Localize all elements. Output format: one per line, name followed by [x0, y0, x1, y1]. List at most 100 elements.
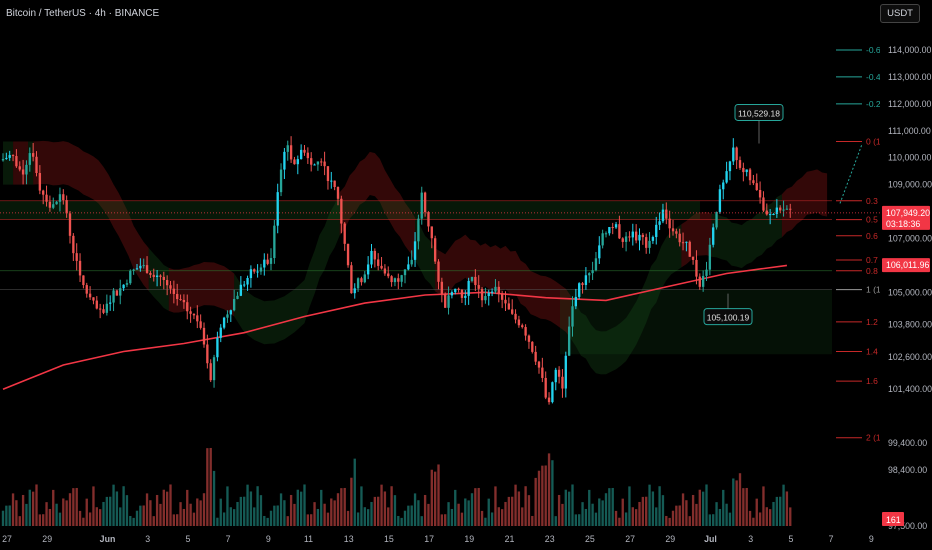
candle-up — [718, 189, 722, 212]
volume-bar — [742, 488, 745, 526]
volume-bar — [222, 512, 226, 526]
volume-bar — [243, 496, 246, 526]
volume-bar — [310, 514, 313, 526]
volume-bar — [253, 507, 256, 526]
candle-down — [253, 269, 256, 272]
volume-bar — [92, 486, 95, 526]
fib-label: 0.7 — [866, 255, 878, 265]
volume-bar — [567, 491, 571, 526]
time-axis[interactable]: 27 29 Jun 3 5 7 9 11 13 15 17 19 21 23 25 27 29 Jul 3 5 7 9 — [2, 534, 874, 544]
candle-down — [444, 293, 447, 308]
candle-up — [263, 259, 266, 268]
x-tick-label: 11 — [304, 534, 313, 544]
volume-bar — [430, 469, 433, 526]
volume-bar — [537, 470, 541, 526]
candle-down — [511, 309, 514, 314]
volume-bar — [196, 498, 199, 526]
candle-up — [470, 276, 474, 281]
candle-up — [243, 284, 246, 286]
candle-down — [11, 155, 15, 157]
candle-down — [507, 303, 511, 310]
candle-down — [98, 308, 102, 310]
volume-bar — [578, 514, 581, 526]
cloud-bearish — [339, 151, 416, 261]
candle-up — [222, 317, 226, 328]
candle-up — [370, 250, 373, 265]
candle-down — [688, 241, 691, 257]
volume-bar — [758, 512, 762, 526]
volume-bar — [718, 508, 722, 526]
candle-down — [350, 265, 353, 294]
candle-down — [387, 273, 390, 277]
volume-bar — [303, 484, 306, 526]
x-tick-label: 7 — [829, 534, 834, 544]
candle-down — [380, 265, 383, 269]
y-tick-label: 98,400.00 — [888, 465, 927, 475]
volume-bar — [685, 500, 688, 526]
volume-bar — [554, 516, 557, 526]
currency-button[interactable]: USDT — [880, 4, 920, 23]
candle-down — [373, 250, 377, 260]
candle-up — [407, 264, 410, 270]
volume-bar — [614, 510, 618, 526]
projection-line — [839, 144, 863, 204]
volume-bar — [413, 493, 417, 526]
volume-bar — [588, 489, 591, 526]
candle-down — [31, 153, 35, 157]
candle-up — [728, 161, 732, 172]
volume-bar — [507, 496, 511, 526]
volume-bar — [149, 500, 152, 526]
swing-high-label: 110,529.18 — [738, 108, 780, 118]
candle-up — [454, 288, 457, 293]
volume-bar — [5, 505, 8, 526]
candle-down — [457, 288, 460, 290]
volume-bar — [581, 502, 584, 526]
candle-down — [78, 260, 82, 276]
volume-bar — [591, 503, 594, 526]
volume-bar — [259, 495, 263, 526]
volume-bar — [728, 512, 732, 526]
candle-down — [21, 169, 25, 175]
cloud-bullish — [3, 141, 14, 185]
volume-bar — [28, 489, 31, 526]
volume-bar — [400, 517, 403, 526]
volume-bar — [336, 493, 340, 526]
candle-up — [269, 258, 273, 264]
candle-up — [155, 275, 159, 277]
candle-up — [588, 273, 591, 276]
candle-down — [735, 147, 738, 161]
x-tick-label: 27 — [625, 534, 635, 544]
volume-bar — [782, 484, 785, 526]
volume-bar — [393, 495, 397, 526]
candle-down — [762, 197, 765, 211]
volume-bar — [232, 509, 236, 526]
volume-bar — [142, 505, 145, 526]
volume-bar — [661, 495, 665, 526]
volume-bar — [420, 516, 423, 526]
candle-down — [202, 327, 206, 345]
volume-bar — [360, 486, 363, 526]
candle-down — [537, 361, 541, 368]
candle-down — [85, 285, 88, 294]
volume-bar — [474, 488, 477, 526]
candle-up — [132, 269, 135, 271]
candle-down — [497, 286, 500, 294]
volume-bar — [712, 514, 715, 526]
volume-bar — [628, 486, 631, 526]
volume-bar — [427, 503, 430, 526]
price-axis[interactable]: 114,000.00 113,000.00 112,000.00 111,000.00… — [880, 30, 932, 531]
candle-up — [236, 295, 239, 299]
volume-bar — [765, 507, 768, 526]
volume-badge — [882, 512, 904, 526]
volume-bar — [611, 487, 614, 526]
candle-down — [665, 209, 668, 219]
volume-bar — [82, 517, 85, 526]
volume-bar — [464, 498, 467, 526]
candle-up — [139, 265, 142, 269]
volume-bar — [645, 496, 648, 526]
candle-up — [490, 291, 494, 293]
x-tick-label: 17 — [424, 534, 434, 544]
volume-bar — [671, 510, 675, 526]
y-tick-label: 110,000.00 — [888, 153, 931, 163]
